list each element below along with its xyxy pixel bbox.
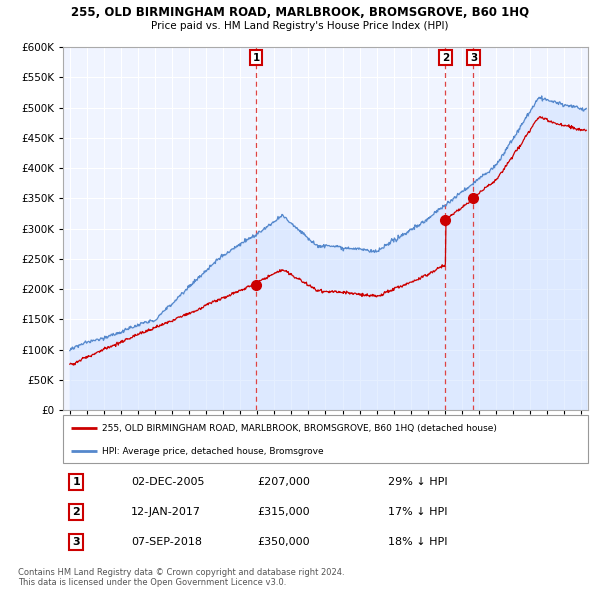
Text: 29% ↓ HPI: 29% ↓ HPI (389, 477, 448, 487)
Text: £315,000: £315,000 (257, 507, 310, 517)
Text: 17% ↓ HPI: 17% ↓ HPI (389, 507, 448, 517)
Text: HPI: Average price, detached house, Bromsgrove: HPI: Average price, detached house, Brom… (103, 447, 324, 455)
Text: This data is licensed under the Open Government Licence v3.0.: This data is licensed under the Open Gov… (18, 578, 286, 587)
Text: Price paid vs. HM Land Registry's House Price Index (HPI): Price paid vs. HM Land Registry's House … (151, 21, 449, 31)
Text: £350,000: £350,000 (257, 537, 310, 547)
Text: 2: 2 (72, 507, 80, 517)
FancyBboxPatch shape (63, 415, 588, 463)
Text: 2: 2 (442, 53, 449, 63)
Text: 18% ↓ HPI: 18% ↓ HPI (389, 537, 448, 547)
Text: 3: 3 (470, 53, 477, 63)
Text: 12-JAN-2017: 12-JAN-2017 (131, 507, 201, 517)
Text: 1: 1 (72, 477, 80, 487)
Text: 02-DEC-2005: 02-DEC-2005 (131, 477, 205, 487)
Text: £207,000: £207,000 (257, 477, 310, 487)
Text: 07-SEP-2018: 07-SEP-2018 (131, 537, 202, 547)
Text: 3: 3 (73, 537, 80, 547)
Text: 255, OLD BIRMINGHAM ROAD, MARLBROOK, BROMSGROVE, B60 1HQ (detached house): 255, OLD BIRMINGHAM ROAD, MARLBROOK, BRO… (103, 424, 497, 433)
Text: 255, OLD BIRMINGHAM ROAD, MARLBROOK, BROMSGROVE, B60 1HQ: 255, OLD BIRMINGHAM ROAD, MARLBROOK, BRO… (71, 6, 529, 19)
Text: 1: 1 (253, 53, 260, 63)
Text: Contains HM Land Registry data © Crown copyright and database right 2024.: Contains HM Land Registry data © Crown c… (18, 568, 344, 576)
